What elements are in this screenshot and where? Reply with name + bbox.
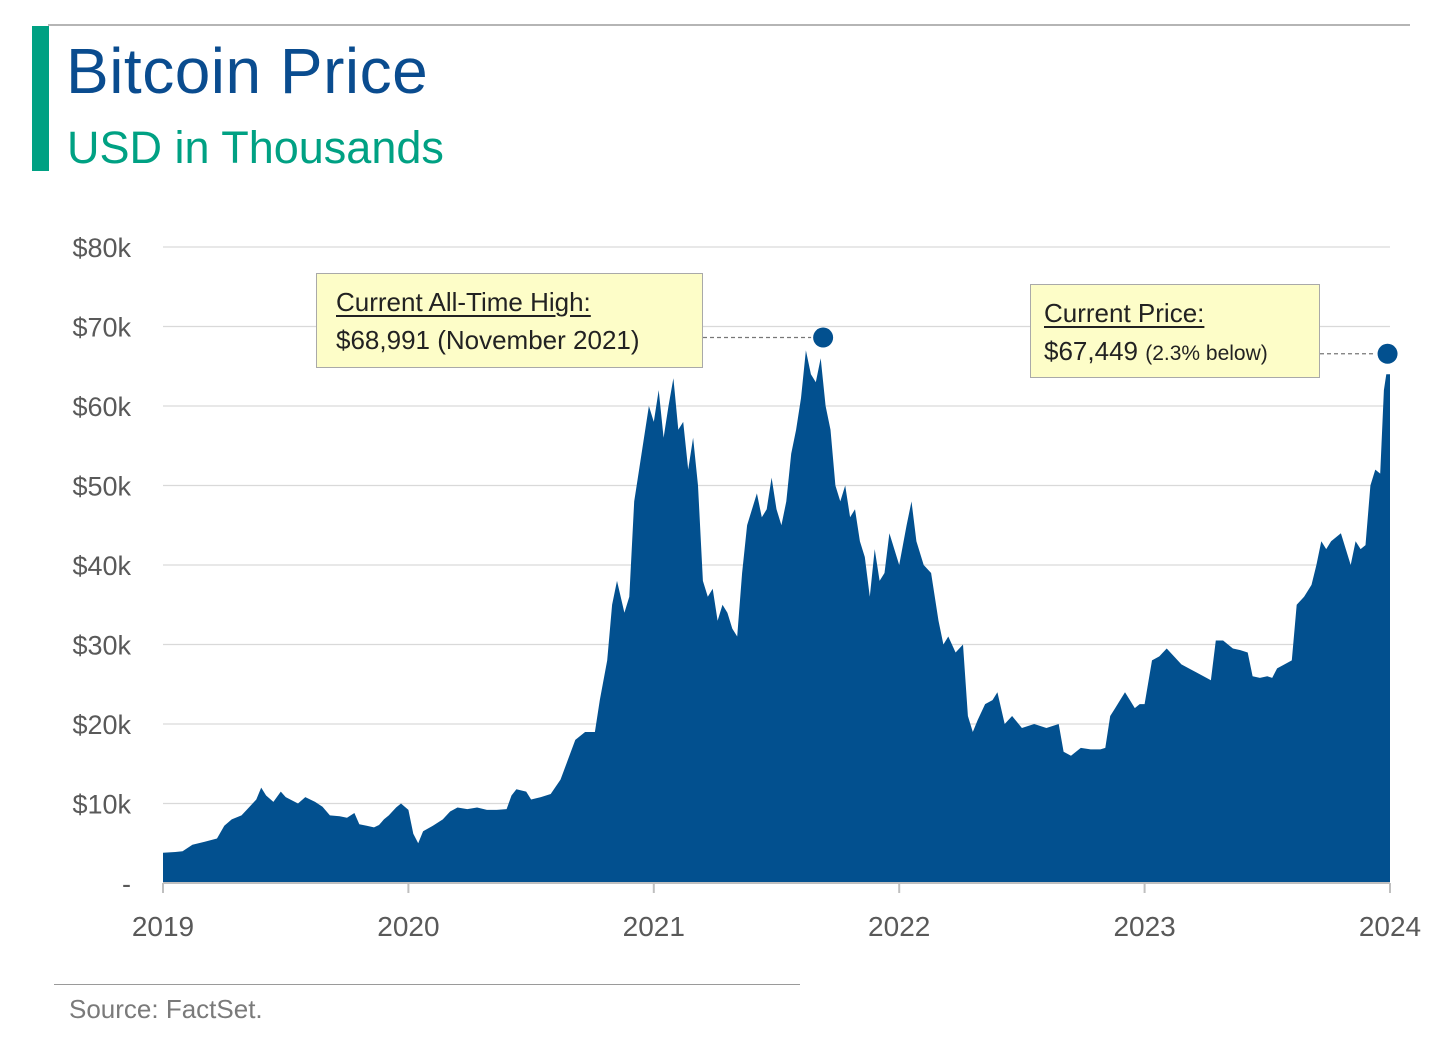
x-tick-label: 2022 (868, 911, 930, 942)
y-tick-label: $70k (72, 313, 131, 343)
source-note: Source: FactSet. (69, 994, 263, 1024)
current-price-line: $67,449 (2.3% below) (1044, 332, 1319, 373)
x-tick-label: 2023 (1113, 911, 1175, 942)
y-tick-label: $50k (72, 472, 131, 502)
y-tick-label: - (122, 869, 131, 899)
current-price-marker (1377, 343, 1398, 364)
source-rule (54, 984, 800, 985)
current-price-label: Current Price: (1044, 298, 1205, 328)
x-tick-label: 2021 (623, 911, 685, 942)
current-price-callout: Current Price: $67,449 (2.3% below) (1030, 284, 1320, 378)
x-tick-label: 2020 (377, 911, 439, 942)
ath-callout-label: Current All-Time High: (336, 287, 591, 317)
y-axis-labels: - $10k $20k $30k $40k $50k $60k $70k $80k (72, 233, 131, 899)
y-tick-label: $40k (72, 551, 131, 581)
y-tick-label: $30k (72, 631, 131, 661)
y-tick-label: $20k (72, 710, 131, 740)
y-tick-label: $80k (72, 233, 131, 263)
ath-marker (813, 327, 834, 348)
x-axis-ticks (162, 883, 1391, 893)
ath-callout: Current All-Time High: $68,991 (November… (316, 273, 703, 368)
chart-subtitle: USD in Thousands (67, 122, 444, 173)
top-rule (48, 24, 1410, 26)
x-axis-labels: 2019 2020 2021 2022 2023 2024 (132, 911, 1421, 942)
chart-title: Bitcoin Price (66, 35, 429, 107)
title-accent-bar (32, 26, 49, 171)
x-tick-label: 2024 (1359, 911, 1421, 942)
price-area (163, 350, 1390, 883)
ath-callout-value: $68,991 (November 2021) (336, 325, 640, 355)
x-tick-label: 2019 (132, 911, 194, 942)
y-tick-label: $10k (72, 790, 131, 820)
current-price-note: (2.3% below) (1145, 342, 1268, 365)
y-tick-label: $60k (72, 392, 131, 422)
current-price-value: $67,449 (1044, 336, 1138, 366)
